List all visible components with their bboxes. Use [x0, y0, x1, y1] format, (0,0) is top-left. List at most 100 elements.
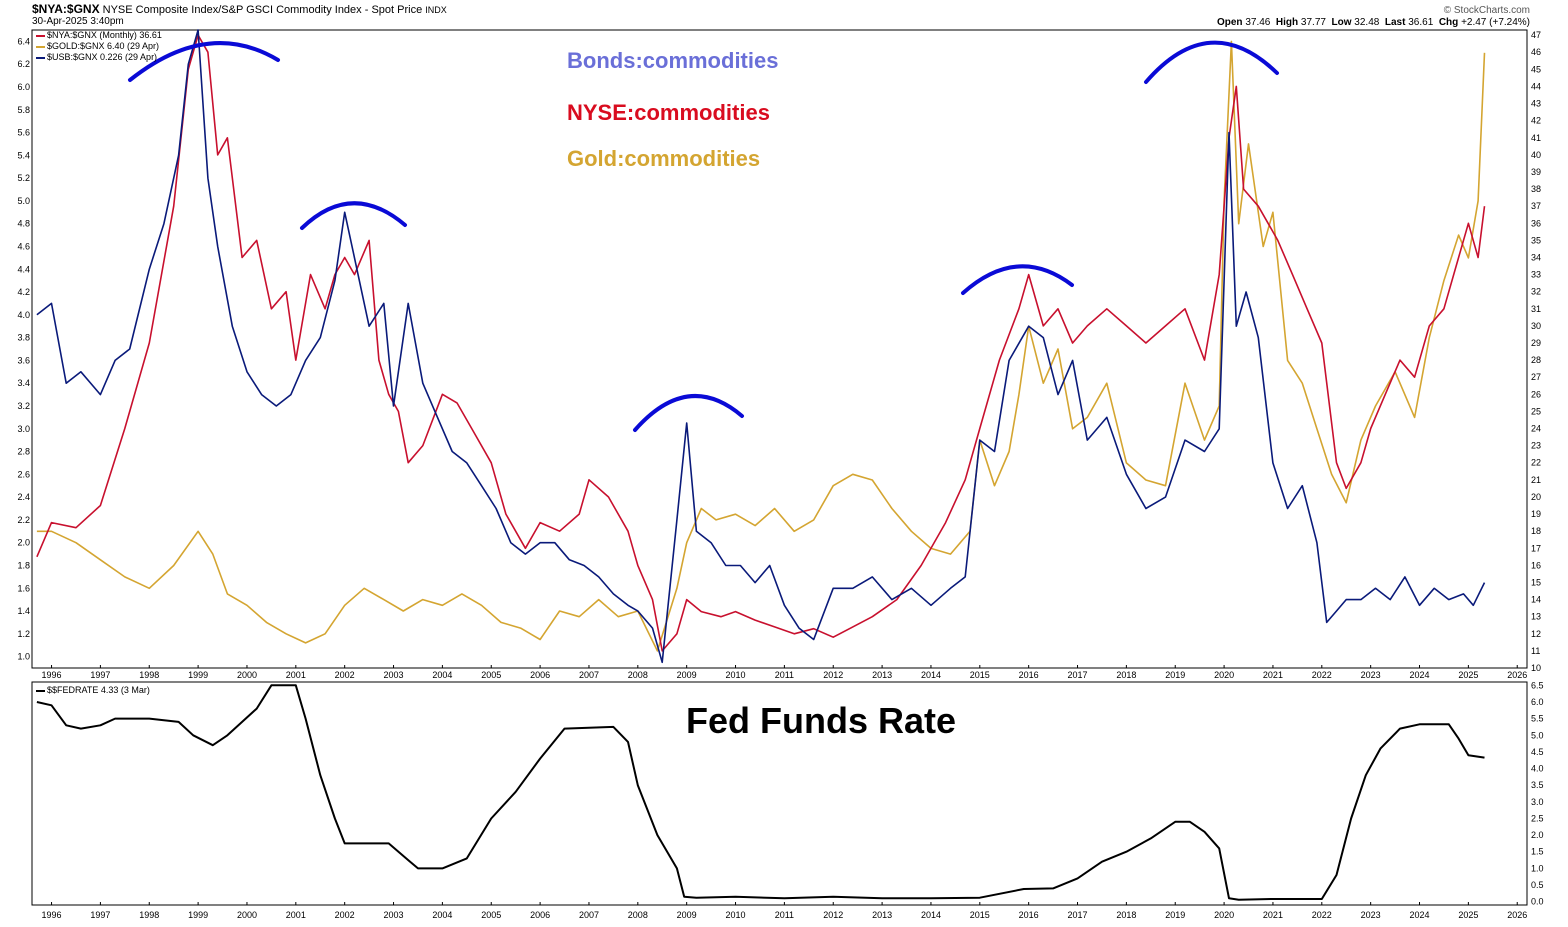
x-tick-label-fed: 2003: [384, 910, 404, 920]
left-axis-tick-label: 1.6: [17, 583, 30, 593]
x-tick-label-fed: 2026: [1507, 910, 1527, 920]
left-axis-tick-label: 1.8: [17, 560, 30, 570]
fed-axis-tick-label: 4.5: [1531, 747, 1544, 757]
x-tick-label-fed: 2001: [286, 910, 306, 920]
x-tick-label-main: 2022: [1312, 670, 1332, 680]
x-tick-label-main: 2019: [1165, 670, 1185, 680]
fed-axis-tick-label: 4.0: [1531, 764, 1544, 774]
x-tick-label-fed: 1998: [139, 910, 159, 920]
left-axis-tick-label: 1.2: [17, 629, 30, 639]
annotation-nyse: NYSE:commodities: [567, 100, 770, 125]
x-tick-label-fed: 2011: [775, 910, 794, 920]
x-tick-label-fed: 2005: [481, 910, 501, 920]
x-tick-label-fed: 2012: [823, 910, 843, 920]
left-axis-tick-label: 6.4: [17, 36, 30, 46]
x-tick-label-main: 2016: [1019, 670, 1039, 680]
left-axis-tick-label: 3.0: [17, 424, 30, 434]
chart-description: NYSE Composite Index/S&P GSCI Commodity …: [102, 4, 423, 16]
x-tick-label-fed: 2015: [970, 910, 990, 920]
x-tick-label-main: 1999: [188, 670, 208, 680]
left-axis-tick-label: 3.6: [17, 355, 30, 365]
peak-arc-annotation: [633, 394, 744, 432]
fed-panel-frame: [31, 681, 1528, 906]
right-axis-tick-label: 28: [1531, 355, 1541, 365]
peak-arc-annotation: [128, 41, 280, 82]
right-axis-tick-label: 18: [1531, 526, 1541, 536]
left-axis-tick-label: 2.2: [17, 515, 30, 525]
left-axis-tick-label: 5.0: [17, 196, 30, 206]
x-tick-label-main: 1997: [90, 670, 110, 680]
series-line-usb-gnx: [36, 29, 1486, 664]
left-axis-tick-label: 5.4: [17, 150, 30, 160]
open-value: 37.46: [1245, 17, 1271, 28]
fed-axis-tick-label: 6.0: [1531, 697, 1544, 707]
right-axis-tick-label: 12: [1531, 629, 1541, 639]
x-tick-label-fed: 2023: [1361, 910, 1381, 920]
right-axis-tick-label: 40: [1531, 150, 1541, 160]
x-tick-label-main: 2018: [1116, 670, 1136, 680]
peak-arc-annotation: [961, 264, 1074, 295]
peak-arc-annotation: [1144, 40, 1279, 84]
left-axis-tick-label: 5.8: [17, 105, 30, 115]
chart-date: 30-Apr-2025 3:40pm: [32, 16, 124, 27]
right-axis-tick-label: 20: [1531, 492, 1541, 502]
x-tick-label-fed: 1997: [90, 910, 110, 920]
x-tick-label-fed: 2016: [1019, 910, 1039, 920]
x-tick-label-fed: 2004: [432, 910, 452, 920]
x-tick-label-main: 2001: [286, 670, 306, 680]
right-axis-tick-label: 34: [1531, 252, 1541, 262]
right-axis-tick-label: 13: [1531, 612, 1541, 622]
legend-fed-swatch: [36, 689, 45, 692]
x-tick-label-main: 2020: [1214, 670, 1234, 680]
x-tick-label-main: 2023: [1361, 670, 1381, 680]
fed-axis-tick-label: 5.5: [1531, 714, 1544, 724]
left-axis-tick-label: 2.6: [17, 469, 30, 479]
right-axis-tick-label: 17: [1531, 543, 1541, 553]
left-axis-tick-label: 3.4: [17, 378, 30, 388]
right-axis-tick-label: 43: [1531, 99, 1541, 109]
right-axis-tick-label: 16: [1531, 560, 1541, 570]
x-tick-label-main: 2026: [1507, 670, 1527, 680]
x-tick-label-main: 1998: [139, 670, 159, 680]
right-axis-tick-label: 35: [1531, 235, 1541, 245]
stockcharts-brand: © StockCharts.com: [1443, 5, 1530, 16]
left-axis-tick-label: 3.2: [17, 401, 30, 411]
left-axis-tick-label: 5.6: [17, 128, 30, 138]
right-axis-tick-label: 36: [1531, 218, 1541, 228]
x-tick-label-fed: 2025: [1458, 910, 1478, 920]
x-tick-label-main: 2013: [872, 670, 892, 680]
fed-axis-tick-label: 0.5: [1531, 880, 1544, 890]
left-axis-tick-label: 5.2: [17, 173, 30, 183]
right-axis-tick-label: 39: [1531, 167, 1541, 177]
x-tick-label-main: 2015: [970, 670, 990, 680]
legend-gold-swatch: [36, 45, 45, 48]
annotation-bonds: Bonds:commodities: [567, 48, 779, 73]
right-axis-tick-label: 19: [1531, 509, 1541, 519]
fed-axis-tick-label: 2.5: [1531, 813, 1544, 823]
x-tick-label-fed: 2014: [921, 910, 941, 920]
legend-gold-text: $GOLD:$GNX 6.40 (29 Apr): [47, 41, 160, 51]
x-tick-label-main: 2009: [677, 670, 697, 680]
right-axis-tick-label: 25: [1531, 406, 1541, 416]
high-label: High: [1275, 17, 1299, 28]
x-tick-label-fed: 2002: [335, 910, 355, 920]
right-axis-tick-label: 45: [1531, 64, 1541, 74]
right-axis-tick-label: 33: [1531, 270, 1541, 280]
right-axis-tick-label: 32: [1531, 287, 1541, 297]
right-axis-tick-label: 22: [1531, 458, 1541, 468]
legend-fedrate: $$FEDRATE 4.33 (3 Mar): [36, 685, 150, 695]
right-axis-tick-label: 42: [1531, 116, 1541, 126]
right-axis-tick-label: 47: [1531, 30, 1541, 40]
left-axis-tick-label: 1.4: [17, 606, 30, 616]
fed-axis-tick-label: 1.5: [1531, 847, 1544, 857]
chg-label: Chg: [1438, 17, 1459, 28]
ohlc-readout: Open 37.46 High 37.77 Low 32.48 Last 36.…: [1217, 17, 1530, 28]
left-axis-tick-label: 3.8: [17, 333, 30, 343]
right-axis-tick-label: 15: [1531, 577, 1541, 587]
right-axis-tick-label: 10: [1531, 663, 1541, 673]
right-axis-tick-label: 46: [1531, 47, 1541, 57]
low-label: Low: [1331, 17, 1352, 28]
open-label: Open: [1216, 17, 1243, 28]
x-tick-label-fed: 2021: [1263, 910, 1283, 920]
series-line-fedrate: [36, 684, 1485, 901]
